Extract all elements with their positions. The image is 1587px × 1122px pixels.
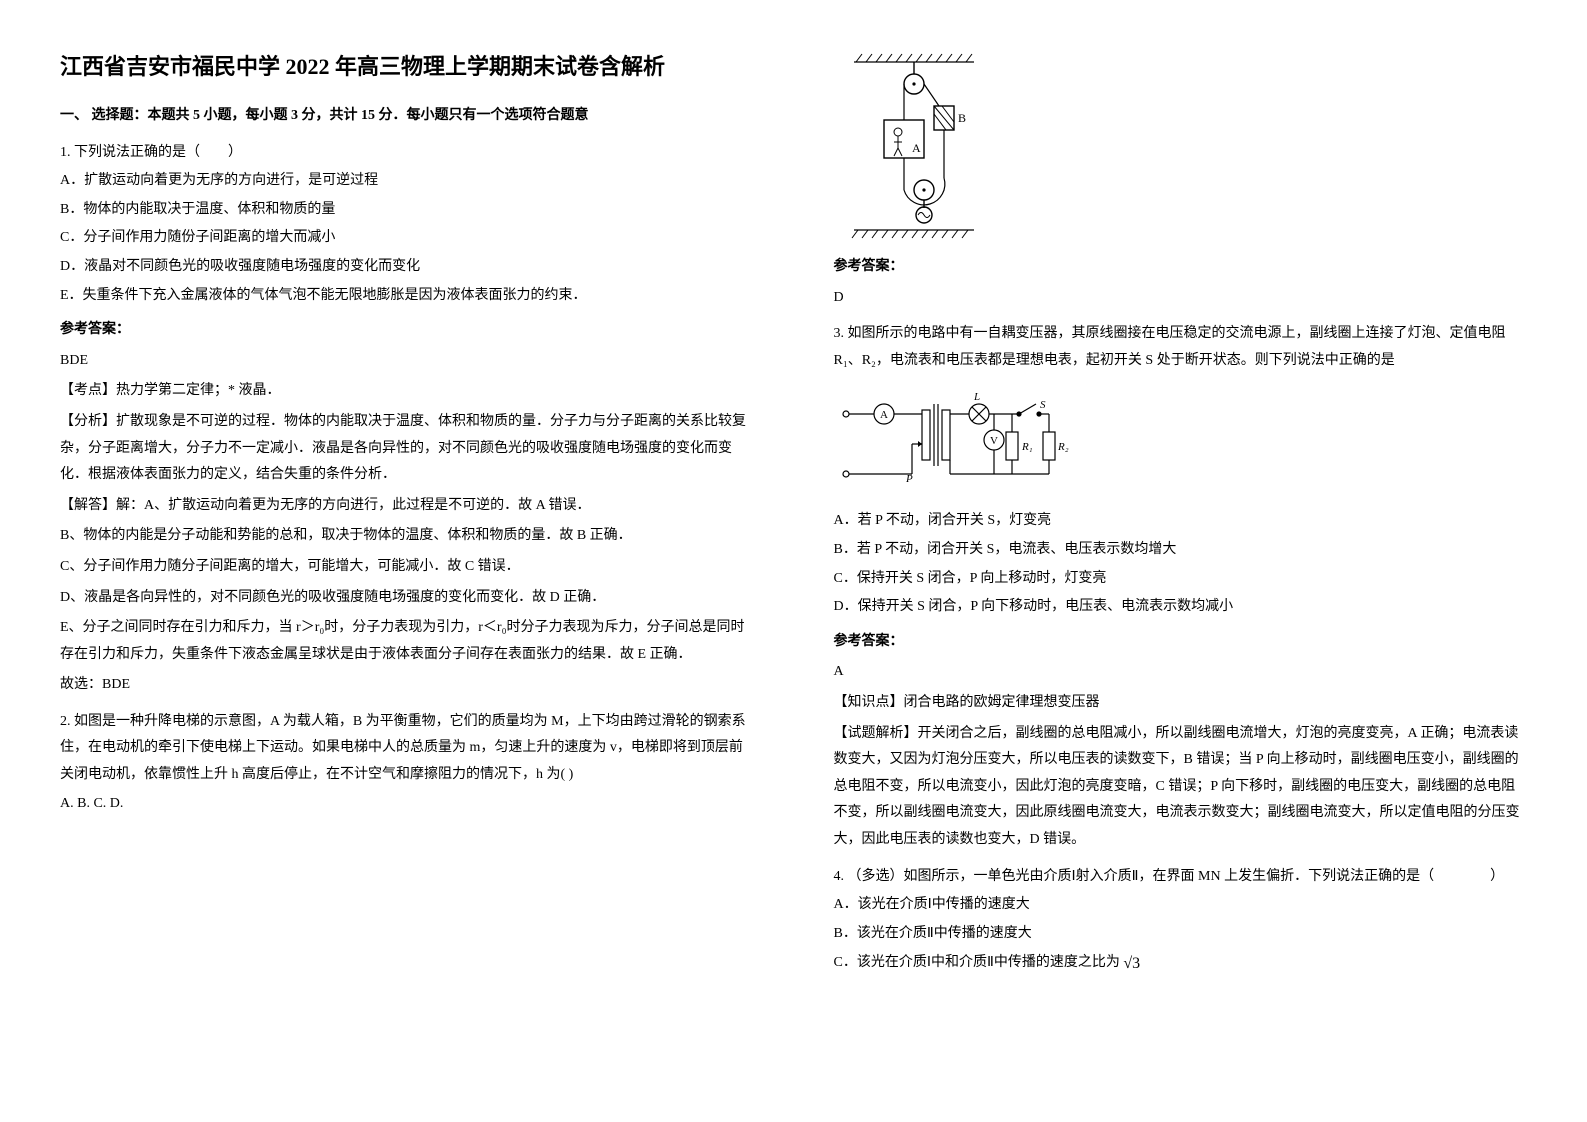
q1-explain-c: C、分子间作用力随分子间距离的增大，可能增大，可能减小．故 C 错误．	[60, 554, 754, 581]
q1-answer-label: 参考答案：	[60, 317, 754, 344]
svg-text:S: S	[1040, 399, 1046, 411]
q3-opt-a: A．若 P 不动，闭合开关 S，灯变亮	[834, 508, 1528, 535]
q3-stem: 3. 如图所示的电路中有一自耦变压器，其原线圈接在电压稳定的交流电源上，副线圈上…	[834, 321, 1528, 374]
svg-text:A: A	[912, 141, 921, 155]
section-heading: 一、 选择题：本题共 5 小题，每小题 3 分，共计 15 分．每小题只有一个选…	[60, 103, 754, 130]
q2-answer-value: D	[834, 285, 1528, 312]
q1-explain-e: E、分子之间同时存在引力和斥力，当 r＞r₀时，分子力表现为引力，r＜r₀时分子…	[60, 615, 754, 668]
elevator-diagram: A B	[834, 50, 1528, 240]
q2-opts: A. B. C. D.	[60, 791, 754, 818]
q2-answer-label: 参考答案：	[834, 254, 1528, 281]
q1-opt-c: C．分子间作用力随份子间距离的增大而减小	[60, 225, 754, 252]
q1-explain-b: B、物体的内能是分子动能和势能的总和，取决于物体的温度、体积和物质的量．故 B …	[60, 523, 754, 550]
svg-text:V: V	[990, 435, 998, 447]
q3-opt-b: B．若 P 不动，闭合开关 S，电流表、电压表示数均增大	[834, 537, 1528, 564]
q3-knowledge: 【知识点】闭合电路的欧姆定律理想变压器	[834, 690, 1528, 717]
left-column: 江西省吉安市福民中学 2022 年高三物理上学期期末试卷含解析 一、 选择题：本…	[60, 50, 754, 980]
q1-opt-a: A．扩散运动向着更为无序的方向进行，是可逆过程	[60, 168, 754, 195]
svg-text:L: L	[973, 391, 980, 403]
svg-text:R₁: R₁	[1021, 441, 1033, 453]
sqrt3-symbol: √3	[1123, 955, 1140, 972]
q4-opt-c-text: C．该光在介质Ⅰ中和介质Ⅱ中传播的速度之比为	[834, 955, 1124, 970]
transformer-diagram: A P	[834, 384, 1528, 494]
q1-explain-topic: 【考点】热力学第二定律；* 液晶．	[60, 378, 754, 405]
q3-explain: 【试题解析】开关闭合之后，副线圈的总电阻减小，所以副线圈电流增大，灯泡的亮度变亮…	[834, 721, 1528, 854]
svg-text:A: A	[880, 409, 888, 421]
q1-opt-d: D．液晶对不同颜色光的吸收强度随电场强度的变化而变化	[60, 254, 754, 281]
svg-text:R₂: R₂	[1057, 441, 1069, 453]
q3-answer-label: 参考答案：	[834, 629, 1528, 656]
q4-opt-b: B．该光在介质Ⅱ中传播的速度大	[834, 921, 1528, 948]
q1-opt-b: B．物体的内能取决于温度、体积和物质的量	[60, 197, 754, 224]
q2-stem: 2. 如图是一种升降电梯的示意图，A 为载人箱，B 为平衡重物，它们的质量均为 …	[60, 709, 754, 789]
svg-text:P: P	[905, 473, 913, 485]
q1-explain-analysis: 【分析】扩散现象是不可逆的过程．物体的内能取决于温度、体积和物质的量．分子力与分…	[60, 409, 754, 489]
q4-opt-c: C．该光在介质Ⅰ中和介质Ⅱ中传播的速度之比为 √3	[834, 949, 1528, 979]
q1-opt-e: E．失重条件下充入金属液体的气体气泡不能无限地膨胀是因为液体表面张力的约束．	[60, 283, 754, 310]
q3-answer-value: A	[834, 659, 1528, 686]
q4-opt-a: A．该光在介质Ⅰ中传播的速度大	[834, 892, 1528, 919]
right-column: A B	[834, 50, 1528, 980]
q1-explain-a: 【解答】解：A、扩散运动向着更为无序的方向进行，此过程是不可逆的．故 A 错误．	[60, 493, 754, 520]
q3-opt-d: D．保持开关 S 闭合，P 向下移动时，电压表、电流表示数均减小	[834, 594, 1528, 621]
q1-explain-select: 故选：BDE	[60, 672, 754, 699]
q1-stem: 1. 下列说法正确的是（ ）	[60, 140, 754, 167]
svg-text:B: B	[958, 111, 966, 125]
q1-answer-value: BDE	[60, 348, 754, 375]
q3-opt-c: C．保持开关 S 闭合，P 向上移动时，灯变亮	[834, 566, 1528, 593]
q4-stem: 4. （多选）如图所示，一单色光由介质Ⅰ射入介质Ⅱ，在界面 MN 上发生偏折．下…	[834, 864, 1528, 891]
doc-title: 江西省吉安市福民中学 2022 年高三物理上学期期末试卷含解析	[60, 50, 754, 83]
q1-explain-d: D、液晶是各向异性的，对不同颜色光的吸收强度随电场强度的变化而变化．故 D 正确…	[60, 585, 754, 612]
